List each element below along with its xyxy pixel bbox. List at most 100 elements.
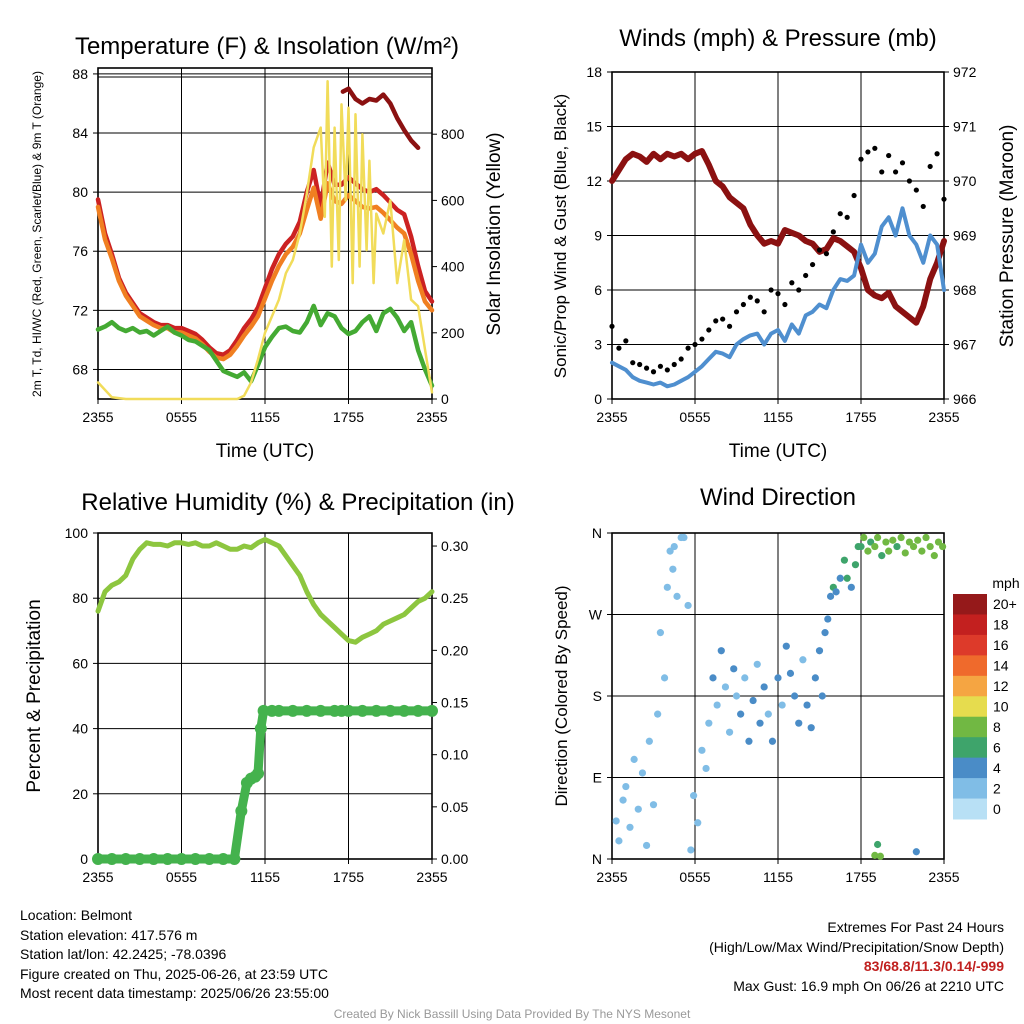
direction-point [905, 538, 914, 546]
direction-point [871, 851, 879, 859]
direction-point [709, 674, 717, 682]
y-tick-label: E [593, 770, 602, 786]
max-gust: Max Gust: 16.9 mph On 06/26 at 2210 UTC [733, 977, 1004, 994]
direction-point [732, 692, 741, 700]
direction-point [764, 710, 772, 718]
direction-point [878, 552, 886, 560]
direction-point [939, 542, 947, 551]
gust-point [886, 152, 892, 159]
gust-point [713, 318, 719, 324]
series-line [610, 206, 946, 389]
x-tick-label: 2355 [596, 869, 627, 885]
colorbar-label: 18 [993, 617, 1009, 633]
figure-created: Figure created on Thu, 2025-06-26, at 23… [20, 965, 328, 982]
direction-point [687, 846, 695, 854]
y2-tick-label: 0.00 [441, 851, 468, 867]
direction-point [901, 549, 909, 557]
y-tick-label: 0 [594, 391, 602, 407]
x-tick-label: 0555 [679, 409, 710, 425]
colorbar-label: 6 [993, 739, 1001, 755]
temperature-panel: Temperature (F) & Insolation (W/m²) 2355 0… [30, 33, 505, 462]
colorbar-label: 10 [993, 699, 1009, 715]
colorbar-swatch [953, 594, 987, 615]
direction-point [832, 588, 840, 596]
direction-point [622, 782, 630, 791]
y2-tick-label: 969 [953, 228, 977, 244]
y2-tick-label: 0.30 [441, 538, 468, 554]
extremes-values: 83/68.8/11.3/0.14/-999 [863, 958, 1004, 974]
winds-panel: Winds (mph) & Pressure (mb) 2355 0555 1155 1… [551, 25, 1018, 462]
x-axis-label: Time (UTC) [216, 441, 315, 462]
direction-point [815, 647, 824, 655]
direction-point [705, 719, 713, 727]
direction-point [730, 665, 738, 673]
wind-direction-panel: Wind Direction 2355 0555 1155 1755 2355 N E S W N D… [552, 484, 1020, 885]
direction-point [918, 547, 926, 555]
station-location: Location: Belmont [20, 907, 133, 923]
direction-point [684, 601, 692, 610]
y-tick-label: 76 [72, 243, 88, 259]
direction-point [630, 755, 638, 763]
y2-tick-label: 0.25 [441, 590, 468, 606]
extremes-header: Extremes For Past 24 Hours [827, 919, 1004, 935]
direction-point [857, 542, 865, 551]
direction-point [654, 710, 662, 718]
y2-tick-label: 400 [441, 259, 465, 275]
direction-point [725, 728, 734, 736]
direction-point [768, 737, 777, 745]
colorbar-label: 12 [993, 678, 1009, 694]
y-axis-label: Percent & Precipitation [24, 599, 45, 792]
direction-point [803, 701, 811, 709]
y-tick-label: 18 [586, 64, 602, 80]
direction-point [669, 565, 677, 573]
y2-tick-label: 800 [441, 126, 465, 142]
y-axis-label: 2m T, Td, HI/WC (Red, Green, Scarlet/Blu… [30, 71, 44, 397]
series-line [95, 160, 435, 357]
x-tick-label: 1755 [845, 869, 876, 885]
direction-point [749, 696, 757, 705]
direction-point [897, 533, 905, 542]
direction-point [745, 737, 753, 745]
y-tick-label: 80 [72, 184, 88, 200]
gust-point [927, 163, 933, 170]
gust-point [837, 211, 843, 217]
gust-point [616, 345, 622, 351]
y2-tick-label: 971 [953, 119, 977, 135]
direction-point [821, 629, 829, 637]
y-tick-label: N [592, 851, 602, 867]
direction-point [753, 660, 761, 668]
direction-point [885, 547, 893, 555]
x-tick-label: 0555 [679, 869, 710, 885]
series-line [95, 181, 435, 362]
y-tick-label: 20 [72, 786, 88, 802]
direction-point [934, 538, 943, 546]
y2-tick-label: 970 [953, 173, 977, 189]
direction-point [826, 592, 835, 600]
direction-point [851, 561, 860, 569]
direction-point [909, 542, 918, 551]
gust-point [740, 301, 747, 308]
direction-point [619, 796, 627, 804]
y-tick-label: 100 [65, 525, 89, 541]
gust-point [726, 323, 733, 329]
chart-title: Temperature (F) & Insolation (W/m²) [75, 33, 459, 60]
gust-point [657, 363, 664, 369]
direction-point [680, 533, 688, 542]
y2-tick-label: 0.10 [441, 747, 468, 763]
direction-point [882, 538, 890, 546]
gust-point [899, 160, 906, 166]
x-tick-label: 1755 [333, 869, 364, 885]
direction-point [782, 642, 790, 650]
y-tick-label: 40 [72, 721, 88, 737]
colorbar-title: mph [992, 575, 1019, 591]
gust-point [941, 196, 947, 202]
colorbar-swatch [953, 757, 987, 779]
x-tick-label: 1755 [333, 409, 364, 425]
y-tick-label: 15 [586, 119, 602, 135]
x-tick-label: 1155 [763, 409, 793, 425]
gust-point [720, 316, 726, 322]
direction-point [874, 840, 882, 849]
gust-point [609, 323, 615, 329]
y-tick-label: 0 [80, 851, 88, 867]
